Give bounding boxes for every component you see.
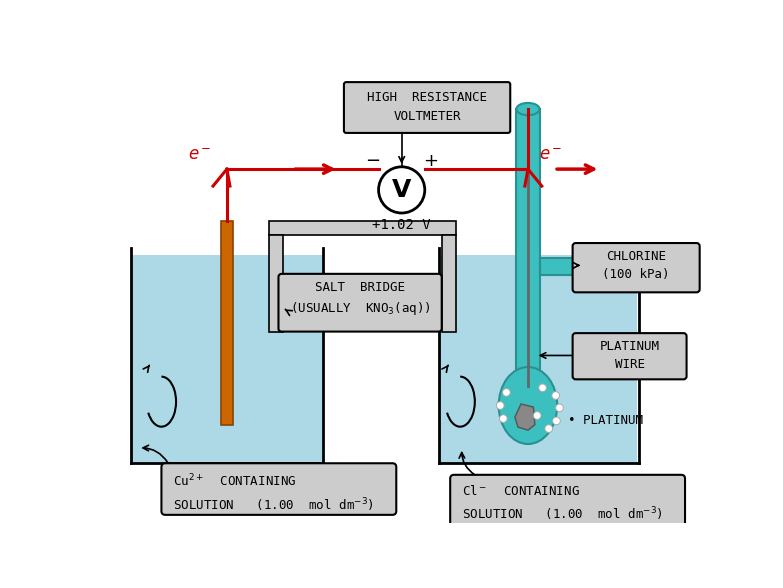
Text: +: + [424,152,438,171]
Circle shape [553,417,561,425]
Polygon shape [515,404,535,430]
Text: +1.02 V: +1.02 V [373,218,431,232]
Ellipse shape [517,103,539,115]
Bar [269,235,283,332]
Circle shape [496,402,504,409]
Text: • PLATINUM: • PLATINUM [568,415,643,427]
Text: V: V [392,178,411,202]
Circle shape [552,392,560,399]
Circle shape [556,404,564,412]
FancyBboxPatch shape [572,243,700,292]
Text: HIGH  RESISTANCE
VOLTMETER: HIGH RESISTANCE VOLTMETER [367,91,487,122]
Text: e$^-$: e$^-$ [189,146,211,164]
Bar [442,235,456,332]
Ellipse shape [499,367,557,444]
Circle shape [378,167,424,213]
Bar [132,255,322,463]
Circle shape [539,384,547,392]
Bar [517,109,539,379]
Circle shape [500,415,507,422]
Circle shape [533,412,541,419]
Bar [539,259,582,275]
FancyBboxPatch shape [279,274,442,332]
Bar [269,220,456,235]
Circle shape [503,389,511,396]
Text: Cu$^{2+}$  CONTAINING
SOLUTION   (1.00  mol dm$^{-3}$): Cu$^{2+}$ CONTAINING SOLUTION (1.00 mol … [173,473,374,514]
Text: PLATINUM
WIRE: PLATINUM WIRE [600,340,659,371]
FancyBboxPatch shape [344,82,511,133]
Text: Cl$^-$  CONTAINING
SOLUTION   (1.00  mol dm$^{-3}$): Cl$^-$ CONTAINING SOLUTION (1.00 mol dm$… [462,484,662,523]
Text: SALT  BRIDGE
(USUALLY  KNO$_3$(aq)): SALT BRIDGE (USUALLY KNO$_3$(aq)) [290,281,431,317]
Bar [440,255,637,463]
Text: e$^-$: e$^-$ [539,146,563,164]
Text: −: − [365,152,380,171]
FancyBboxPatch shape [450,475,685,527]
Bar [221,220,233,425]
Circle shape [545,425,553,432]
Text: CHLORINE
(100 kPa): CHLORINE (100 kPa) [602,250,669,281]
FancyBboxPatch shape [572,333,687,379]
FancyBboxPatch shape [161,463,396,515]
